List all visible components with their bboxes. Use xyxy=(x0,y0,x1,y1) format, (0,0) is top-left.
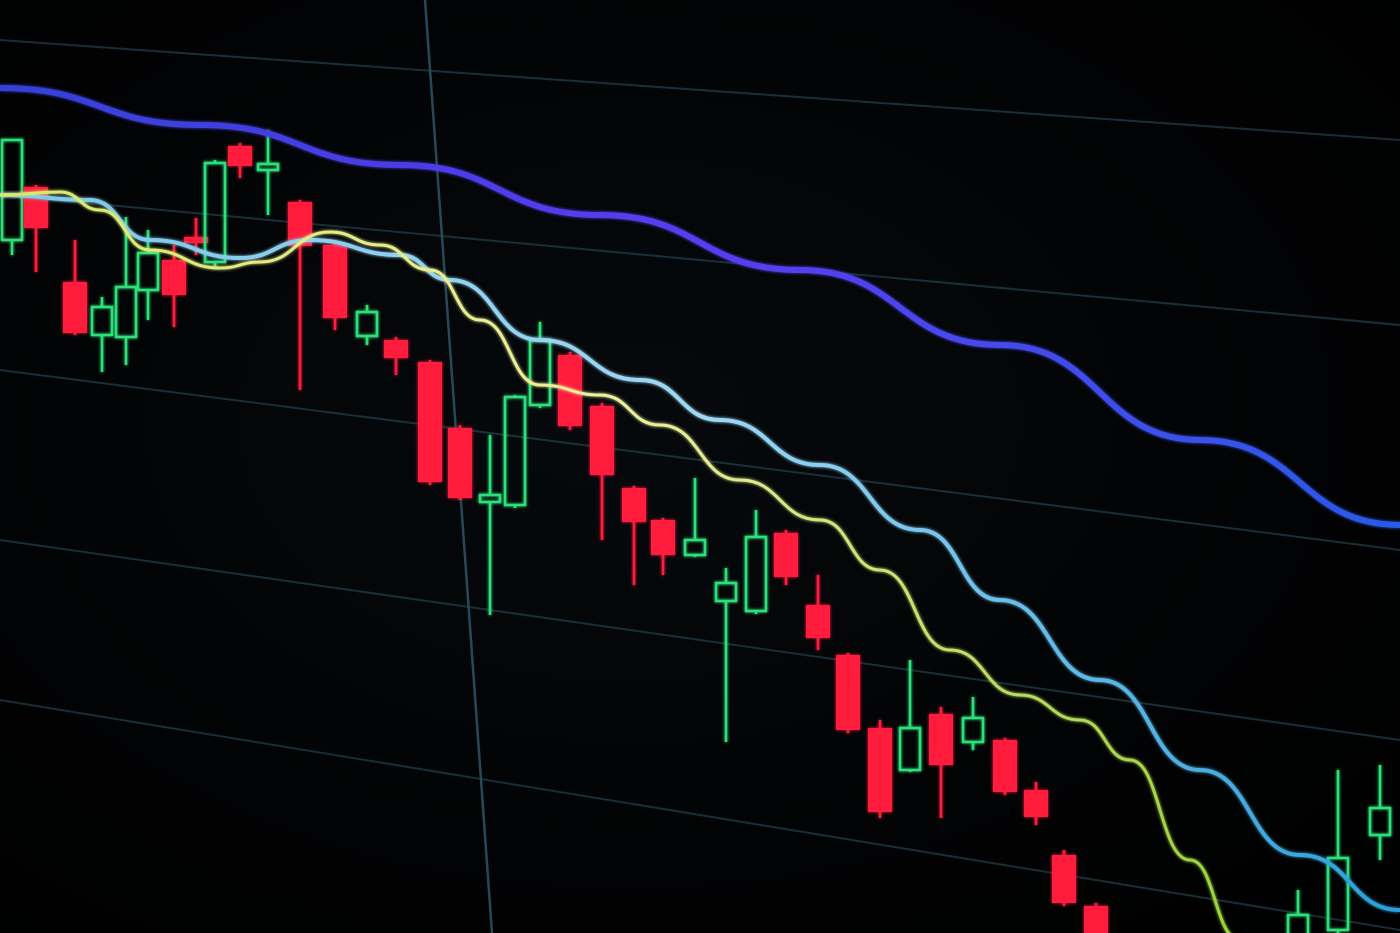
candle-bullish xyxy=(256,130,280,215)
candle-body xyxy=(63,282,87,333)
candle-bearish xyxy=(288,200,312,390)
candle-body xyxy=(806,605,830,638)
candle-body xyxy=(1368,806,1392,837)
candle-body xyxy=(162,260,186,295)
candle-bearish xyxy=(622,486,646,585)
candle-body xyxy=(929,714,953,765)
candle-body xyxy=(993,740,1017,792)
candle-body xyxy=(683,538,707,557)
candle-body xyxy=(418,362,442,482)
candle-bullish xyxy=(1326,770,1350,933)
candle-bullish xyxy=(528,322,552,408)
candle-bearish xyxy=(63,240,87,335)
candle-body xyxy=(836,655,860,730)
fast-moving-average-line xyxy=(0,190,1231,933)
candle-bullish xyxy=(136,230,160,320)
candle-body xyxy=(448,428,472,498)
candle-bearish xyxy=(418,360,442,485)
candle-bullish xyxy=(0,138,24,255)
candle-body xyxy=(478,493,502,504)
candle-body xyxy=(256,162,280,172)
candle-bearish xyxy=(929,707,953,818)
candle-body xyxy=(203,161,227,264)
candle-body xyxy=(774,533,798,577)
medium-moving-average-line xyxy=(0,193,1400,912)
candle-body xyxy=(114,285,138,339)
gridline-horizontal xyxy=(0,539,1400,741)
candle-body xyxy=(744,535,768,613)
candle-bullish xyxy=(961,697,985,750)
candle-body xyxy=(90,305,114,337)
moving-averages xyxy=(0,85,1400,933)
candle-bullish xyxy=(503,395,527,508)
candle-body xyxy=(184,237,208,243)
candle-bearish xyxy=(590,403,614,540)
candle-body xyxy=(136,251,160,292)
candle-bearish xyxy=(993,738,1017,795)
candle-bearish xyxy=(836,653,860,733)
gridline-horizontal xyxy=(0,699,1400,931)
candle-bearish xyxy=(162,245,186,327)
gridline-horizontal xyxy=(0,369,1400,551)
candle-bullish xyxy=(203,160,227,268)
candle-bullish xyxy=(744,510,768,614)
candle-body xyxy=(503,395,527,507)
candle-bullish xyxy=(683,478,707,557)
candle-body xyxy=(1084,906,1108,933)
candle-bearish xyxy=(806,575,830,650)
candle-bullish xyxy=(1286,890,1310,933)
candle-bearish xyxy=(774,530,798,585)
candle-body xyxy=(1326,856,1350,932)
candle-body xyxy=(1286,913,1310,933)
candle-bullish xyxy=(1368,765,1392,860)
candle-bullish xyxy=(898,660,922,772)
candle-bearish xyxy=(1084,903,1108,933)
candle-bearish xyxy=(651,518,675,575)
candle-body xyxy=(228,146,252,166)
candle-body xyxy=(868,728,892,812)
candle-body xyxy=(898,726,922,772)
candle-bearish xyxy=(384,337,408,375)
candle-bearish xyxy=(228,143,252,178)
candle-bearish xyxy=(868,720,892,818)
candle-body xyxy=(714,581,738,603)
candle-body xyxy=(961,716,985,744)
candle-bullish xyxy=(714,568,738,742)
candles xyxy=(0,130,1392,933)
candle-body xyxy=(1024,790,1048,817)
candle-bearish xyxy=(1024,782,1048,825)
slow-moving-average-line xyxy=(0,85,1400,528)
candle-body xyxy=(0,138,24,242)
candle-body xyxy=(528,338,552,407)
candle-body xyxy=(651,520,675,555)
candle-bullish xyxy=(478,435,502,615)
candle-bearish xyxy=(1052,850,1076,906)
candle-bearish xyxy=(323,240,347,330)
candle-body xyxy=(355,310,379,338)
candle-body xyxy=(622,488,646,522)
candle-body xyxy=(384,340,408,358)
gridline-horizontal xyxy=(0,194,1400,326)
candle-bearish xyxy=(448,425,472,500)
candle-body xyxy=(1052,855,1076,903)
candle-bullish xyxy=(90,297,114,372)
candle-body xyxy=(590,406,614,475)
gridline-horizontal xyxy=(0,39,1400,141)
candle-body xyxy=(323,245,347,318)
candle-bullish xyxy=(355,305,379,345)
